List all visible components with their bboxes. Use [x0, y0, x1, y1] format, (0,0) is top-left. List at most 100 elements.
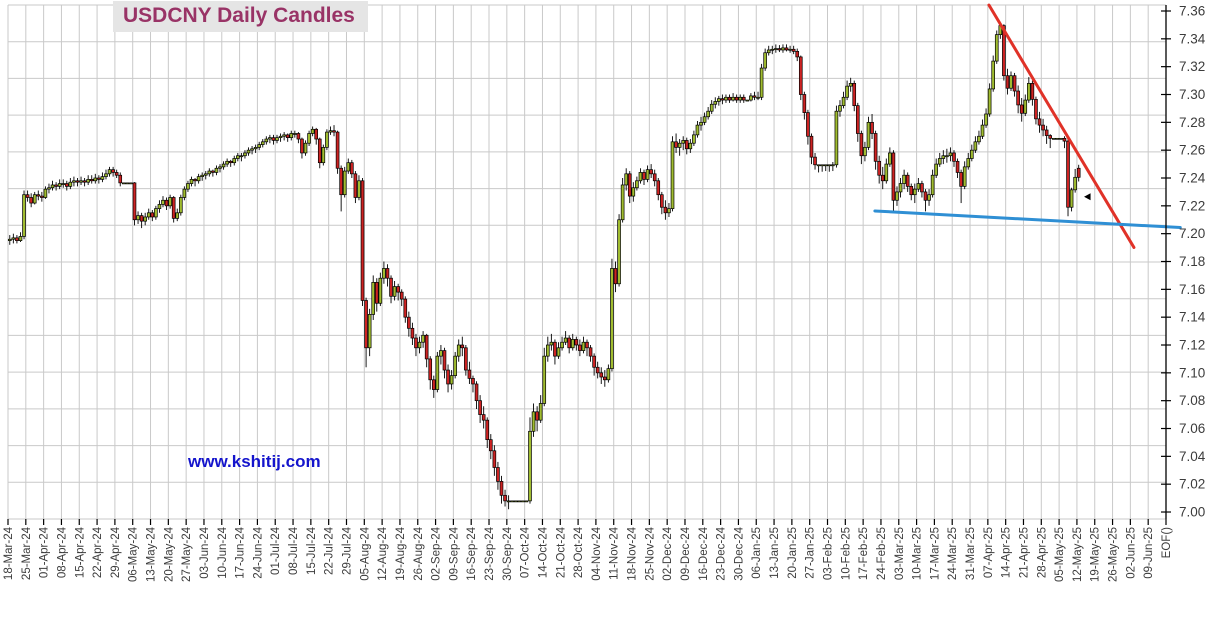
candle-down	[396, 286, 400, 293]
candle-up	[724, 96, 728, 101]
candle-up	[542, 355, 547, 404]
candle-down	[97, 177, 101, 180]
candle-down	[656, 180, 661, 196]
candle-up	[510, 500, 514, 503]
candle-up	[934, 163, 938, 176]
candle-up	[207, 170, 212, 175]
candle-up	[129, 182, 133, 185]
candle-down	[15, 237, 19, 241]
candle-down	[663, 206, 668, 214]
candle-up	[994, 34, 999, 62]
candle-up	[895, 191, 899, 201]
candle-up	[449, 375, 454, 385]
candle-up	[200, 174, 204, 177]
x-axis-label: 24-Mar-25	[947, 527, 959, 580]
candle-down	[920, 183, 924, 193]
x-axis-label: 01-Jul-24	[270, 526, 282, 575]
candle-up	[357, 180, 361, 198]
candle-down	[802, 94, 807, 113]
candle-up	[439, 350, 443, 357]
candle-up	[517, 500, 522, 503]
candle-up	[681, 140, 686, 144]
x-axis-label: 29-Apr-24	[110, 526, 122, 578]
candle-up	[328, 130, 333, 133]
x-axis-label: 31-Mar-25	[965, 527, 977, 580]
x-axis-label: 08-Apr-24	[56, 526, 68, 578]
candle-down	[952, 152, 956, 162]
candle-up	[107, 169, 112, 175]
candle-up	[32, 194, 37, 204]
candle-up	[756, 96, 760, 99]
support-trendline	[873, 209, 1182, 230]
x-axis-label: 20-Jan-25	[787, 527, 799, 579]
x-axis-label: 16-Sep-24	[466, 526, 478, 580]
x-axis-label: 12-Aug-24	[377, 526, 389, 580]
candle-up	[930, 174, 935, 196]
candle-up	[367, 314, 372, 349]
candle-up	[86, 179, 90, 183]
chart-title: USDCNY Daily Candles	[113, 1, 368, 32]
candle-down	[891, 152, 896, 201]
candle-up	[278, 135, 283, 138]
candle-up	[1059, 137, 1063, 140]
candle-up	[788, 48, 792, 51]
candle-down	[855, 105, 860, 134]
candle-down	[585, 341, 589, 349]
x-axis-label: 04-Nov-24	[591, 526, 603, 580]
candle-up	[695, 124, 700, 136]
x-axis-label: 23-Dec-24	[716, 526, 728, 580]
candle-down	[193, 179, 197, 182]
candle-up	[307, 133, 311, 144]
candle-up	[581, 341, 586, 351]
candle-down	[54, 184, 58, 187]
candle-down	[1062, 137, 1067, 142]
candle-up	[841, 96, 846, 106]
candle-up	[513, 500, 518, 503]
y-axis-label: 7.16	[1179, 282, 1205, 297]
candle-up	[79, 180, 83, 183]
candle-down	[1037, 118, 1042, 126]
candle-up	[560, 341, 564, 349]
candle-down	[905, 174, 910, 187]
candle-up	[531, 411, 536, 432]
x-axis-label: 29-Jul-24	[341, 526, 353, 575]
candle-up	[68, 181, 73, 187]
y-axis-label: 7.06	[1179, 421, 1205, 436]
candle-up	[303, 142, 308, 154]
candle-up	[72, 180, 76, 183]
candle-up	[731, 96, 735, 101]
candle-down	[791, 48, 796, 52]
x-axis-label: 07-Oct-24	[520, 526, 532, 578]
candle-down	[1066, 140, 1070, 208]
candle-up	[382, 268, 386, 279]
candle-up	[624, 173, 628, 186]
x-axis-label: 25-Mar-24	[21, 526, 33, 580]
latest-price-marker	[1084, 193, 1091, 201]
candle-up	[845, 85, 849, 98]
candle-down	[1048, 135, 1053, 139]
candle-down	[335, 131, 340, 169]
y-axis-label: 7.28	[1179, 115, 1205, 130]
candle-down	[909, 186, 914, 196]
x-axis-label: 28-Apr-25	[1036, 527, 1048, 578]
candle-up	[257, 144, 261, 148]
candle-down	[777, 48, 782, 51]
candle-down	[652, 173, 657, 182]
candle-down	[481, 414, 486, 421]
candle-down	[414, 337, 418, 349]
candle-down	[82, 180, 87, 183]
x-axis-label: 11-Nov-24	[609, 526, 621, 579]
y-axis-label: 7.12	[1179, 338, 1205, 353]
candle-up	[888, 152, 892, 165]
x-axis-label: 24-Jun-24	[252, 526, 264, 578]
y-axis-label: 7.20	[1179, 226, 1205, 241]
x-axis-label: 13-May-24	[146, 526, 158, 582]
candle-down	[474, 383, 479, 402]
candle-down	[389, 277, 393, 297]
candle-down	[574, 339, 579, 346]
candle-up	[260, 141, 265, 145]
candle-down	[567, 337, 571, 349]
candle-up	[898, 183, 903, 193]
candle-down	[164, 199, 169, 207]
candle-up	[838, 105, 842, 112]
